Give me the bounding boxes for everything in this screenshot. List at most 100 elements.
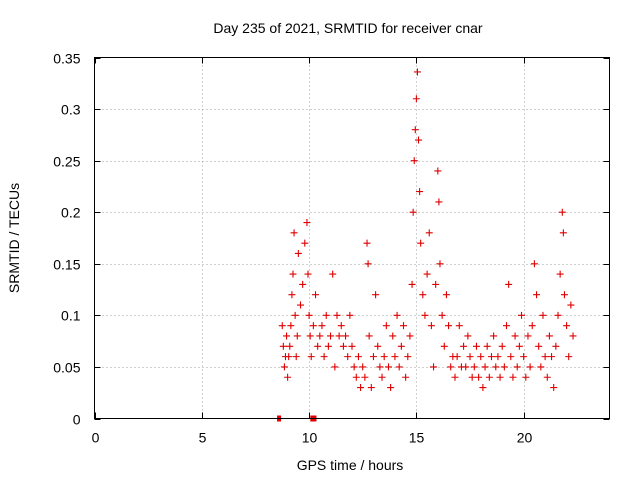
data-point bbox=[322, 311, 330, 319]
data-point bbox=[442, 291, 450, 299]
data-point bbox=[380, 353, 388, 361]
data-point bbox=[479, 384, 487, 392]
data-point bbox=[565, 353, 573, 361]
data-point bbox=[530, 260, 538, 268]
y-tick-label: 0.35 bbox=[53, 51, 80, 67]
data-point bbox=[391, 353, 399, 361]
data-point bbox=[432, 280, 440, 288]
data-point bbox=[475, 373, 483, 381]
data-point bbox=[359, 363, 367, 371]
data-point bbox=[515, 342, 523, 350]
data-point bbox=[320, 353, 328, 361]
data-point bbox=[548, 353, 556, 361]
data-point bbox=[552, 342, 560, 350]
data-point bbox=[304, 270, 312, 278]
data-point bbox=[367, 384, 375, 392]
data-point bbox=[303, 219, 311, 227]
data-point bbox=[468, 373, 476, 381]
data-point bbox=[492, 363, 500, 371]
data-point bbox=[528, 322, 536, 330]
data-point bbox=[309, 322, 317, 330]
data-point bbox=[404, 353, 412, 361]
data-point bbox=[402, 373, 410, 381]
data-point bbox=[554, 311, 562, 319]
data-point bbox=[500, 363, 508, 371]
data-point bbox=[305, 311, 313, 319]
data-point bbox=[412, 95, 420, 103]
data-point bbox=[462, 363, 470, 371]
data-point bbox=[505, 280, 513, 288]
data-point bbox=[314, 342, 322, 350]
data-point bbox=[291, 311, 299, 319]
data-point bbox=[312, 291, 320, 299]
data-point bbox=[337, 322, 345, 330]
data-point bbox=[280, 363, 288, 371]
data-point bbox=[350, 363, 358, 371]
data-point bbox=[286, 342, 294, 350]
data-point bbox=[477, 353, 485, 361]
data-point bbox=[382, 322, 390, 330]
data-point bbox=[440, 342, 448, 350]
data-point bbox=[283, 332, 291, 340]
y-tick-label: 0.1 bbox=[61, 308, 81, 324]
data-point bbox=[352, 373, 360, 381]
grid-lines bbox=[94, 57, 610, 419]
data-point bbox=[434, 167, 442, 175]
x-tick-label: 15 bbox=[409, 430, 425, 446]
y-tick-label: 0.15 bbox=[53, 257, 80, 273]
data-point bbox=[490, 332, 498, 340]
data-point bbox=[333, 311, 341, 319]
data-point bbox=[324, 342, 332, 350]
data-point bbox=[279, 342, 287, 350]
data-point bbox=[513, 363, 521, 371]
data-point bbox=[539, 311, 547, 319]
x-tick-label: 10 bbox=[302, 430, 318, 446]
data-point bbox=[445, 322, 453, 330]
data-point bbox=[543, 373, 551, 381]
data-point bbox=[374, 342, 382, 350]
y-tick-label: 0.05 bbox=[53, 360, 80, 376]
data-points bbox=[277, 68, 577, 422]
data-point bbox=[451, 373, 459, 381]
data-point bbox=[518, 311, 526, 319]
axis-ticks bbox=[94, 57, 610, 420]
data-point bbox=[294, 249, 302, 257]
data-point bbox=[466, 353, 474, 361]
x-tick-label: 20 bbox=[517, 430, 533, 446]
data-point bbox=[409, 208, 417, 216]
y-tick-label: 0.25 bbox=[53, 154, 80, 170]
data-point bbox=[526, 363, 534, 371]
data-point bbox=[535, 342, 543, 350]
data-point bbox=[550, 384, 558, 392]
data-point bbox=[346, 311, 354, 319]
data-point bbox=[460, 342, 468, 350]
data-point bbox=[455, 322, 463, 330]
x-tick-label: 0 bbox=[92, 430, 100, 446]
data-point bbox=[522, 373, 530, 381]
data-point bbox=[413, 68, 421, 76]
data-point bbox=[344, 353, 352, 361]
data-point bbox=[354, 353, 362, 361]
data-point bbox=[348, 342, 356, 350]
data-point bbox=[447, 363, 455, 371]
data-point bbox=[472, 342, 480, 350]
data-point bbox=[435, 198, 443, 206]
data-point bbox=[400, 322, 407, 330]
data-point bbox=[365, 332, 373, 340]
data-point bbox=[397, 342, 405, 350]
data-point bbox=[503, 322, 510, 330]
y-axis-label: SRMTID / TECUs bbox=[6, 183, 22, 293]
data-point bbox=[289, 270, 297, 278]
data-point bbox=[342, 332, 350, 340]
data-point bbox=[339, 342, 347, 350]
data-point bbox=[464, 332, 472, 340]
data-point bbox=[415, 136, 423, 144]
data-point bbox=[520, 353, 528, 361]
data-point bbox=[425, 229, 433, 237]
data-point bbox=[287, 322, 295, 330]
data-point bbox=[284, 373, 292, 381]
y-tick-label: 0.2 bbox=[61, 205, 81, 221]
x-tick-label: 5 bbox=[199, 430, 207, 446]
data-point bbox=[411, 126, 419, 134]
